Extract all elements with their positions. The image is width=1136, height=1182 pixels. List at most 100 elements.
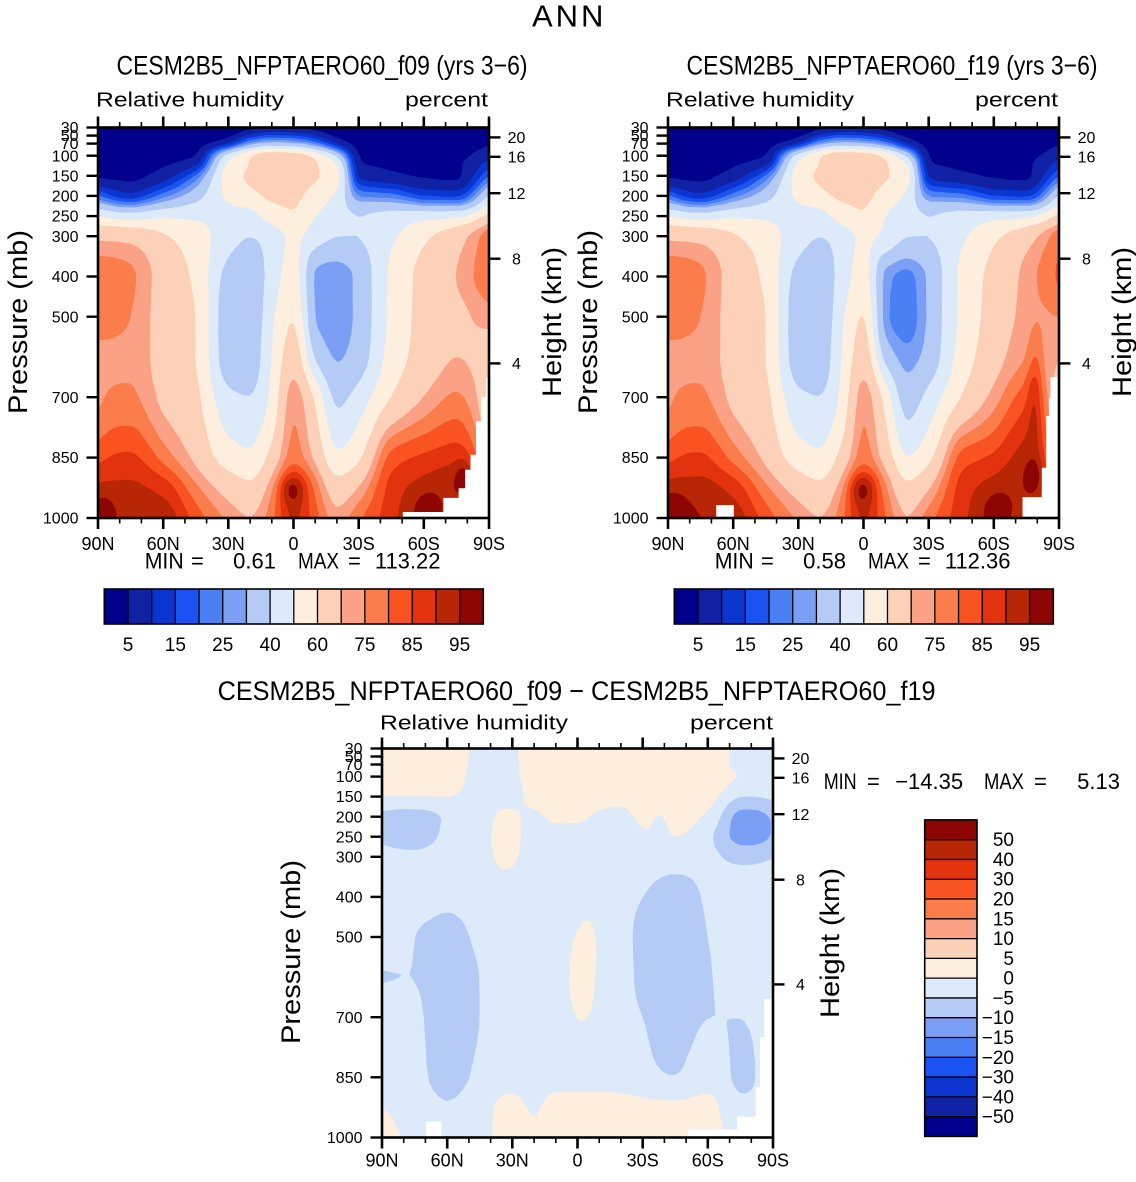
- svg-text:30: 30: [61, 120, 79, 137]
- svg-text:−10: −10: [982, 1008, 1014, 1029]
- svg-text:500: 500: [336, 930, 363, 947]
- svg-text:60: 60: [877, 635, 898, 656]
- svg-text:70: 70: [61, 136, 79, 153]
- svg-text:200: 200: [336, 809, 363, 826]
- svg-text:95: 95: [1019, 635, 1040, 656]
- svg-text:60S: 60S: [978, 534, 1010, 554]
- svg-text:90N: 90N: [365, 1151, 398, 1171]
- svg-text:15: 15: [993, 909, 1014, 930]
- svg-text:20: 20: [1078, 130, 1096, 147]
- svg-text:90S: 90S: [1043, 534, 1075, 554]
- svg-text:0: 0: [858, 534, 868, 554]
- svg-text:20: 20: [993, 890, 1014, 911]
- svg-text:30N: 30N: [212, 534, 245, 554]
- svg-text:60: 60: [307, 635, 328, 656]
- svg-text:30S: 30S: [627, 1151, 659, 1171]
- svg-text:8: 8: [512, 251, 521, 268]
- svg-text:150: 150: [52, 168, 79, 185]
- svg-text:5: 5: [693, 635, 704, 656]
- svg-text:40: 40: [993, 850, 1014, 871]
- svg-text:Relative humidity: Relative humidity: [96, 90, 284, 112]
- svg-text:0: 0: [572, 1151, 582, 1171]
- svg-text:250: 250: [336, 829, 363, 846]
- svg-text:95: 95: [449, 635, 470, 656]
- svg-text:−15: −15: [982, 1028, 1014, 1049]
- svg-text:percent: percent: [405, 90, 489, 112]
- svg-text:50: 50: [345, 749, 363, 766]
- svg-text:−14.35: −14.35: [895, 769, 963, 794]
- svg-text:MIN: MIN: [145, 549, 184, 574]
- svg-text:8: 8: [796, 872, 805, 889]
- svg-text:250: 250: [52, 209, 79, 226]
- svg-text:75: 75: [924, 635, 945, 656]
- svg-text:5.13: 5.13: [1077, 769, 1120, 794]
- svg-text:10: 10: [993, 929, 1014, 950]
- svg-text:5: 5: [123, 635, 134, 656]
- svg-text:30S: 30S: [343, 534, 375, 554]
- svg-text:400: 400: [336, 890, 363, 907]
- svg-text:4: 4: [796, 977, 805, 994]
- svg-text:12: 12: [508, 186, 526, 203]
- svg-text:0.61: 0.61: [233, 549, 276, 574]
- svg-text:85: 85: [972, 635, 993, 656]
- svg-text:30N: 30N: [782, 534, 815, 554]
- svg-text:50: 50: [631, 128, 649, 145]
- svg-text:−50: −50: [982, 1107, 1014, 1128]
- svg-text:CESM2B5_NFPTAERO60_f19 (yrs 3: CESM2B5_NFPTAERO60_f19 (yrs 3−6): [687, 51, 1098, 81]
- svg-text:=: =: [348, 549, 361, 574]
- svg-text:1000: 1000: [43, 511, 79, 528]
- svg-text:30: 30: [993, 870, 1014, 891]
- svg-text:30N: 30N: [496, 1151, 529, 1171]
- svg-text:40: 40: [260, 635, 281, 656]
- svg-text:12: 12: [1078, 186, 1096, 203]
- svg-text:50: 50: [993, 830, 1014, 851]
- svg-text:8: 8: [1082, 251, 1091, 268]
- svg-text:700: 700: [336, 1010, 363, 1027]
- svg-text:Height (km): Height (km): [1107, 247, 1136, 397]
- svg-text:200: 200: [622, 189, 649, 206]
- svg-text:500: 500: [52, 309, 79, 326]
- svg-text:90S: 90S: [757, 1151, 789, 1171]
- svg-text:0: 0: [288, 534, 298, 554]
- svg-text:16: 16: [508, 149, 526, 166]
- svg-text:Height (km): Height (km): [537, 247, 567, 397]
- svg-text:MAX: MAX: [298, 549, 339, 574]
- svg-text:100: 100: [336, 769, 363, 786]
- svg-text:500: 500: [622, 309, 649, 326]
- svg-text:300: 300: [52, 229, 79, 246]
- svg-text:75: 75: [354, 635, 375, 656]
- svg-text:850: 850: [52, 450, 79, 467]
- svg-text:=: =: [918, 549, 931, 574]
- svg-text:30: 30: [631, 120, 649, 137]
- svg-text:Height (km): Height (km): [815, 868, 845, 1018]
- svg-text:−5: −5: [992, 988, 1014, 1009]
- svg-text:40: 40: [830, 635, 851, 656]
- svg-text:60N: 60N: [717, 534, 750, 554]
- svg-text:4: 4: [512, 356, 521, 373]
- svg-text:MIN: MIN: [824, 769, 857, 794]
- svg-text:percent: percent: [975, 90, 1059, 112]
- svg-text:Pressure (mb): Pressure (mb): [276, 860, 306, 1044]
- svg-text:Relative humidity: Relative humidity: [380, 713, 568, 735]
- svg-text:150: 150: [622, 168, 649, 185]
- svg-text:16: 16: [1078, 149, 1096, 166]
- svg-text:100: 100: [52, 148, 79, 165]
- svg-text:112.36: 112.36: [945, 549, 1011, 574]
- svg-text:30S: 30S: [913, 534, 945, 554]
- svg-text:ANN: ANN: [532, 0, 606, 34]
- svg-text:15: 15: [735, 635, 756, 656]
- svg-text:60S: 60S: [692, 1151, 724, 1171]
- svg-text:60N: 60N: [431, 1151, 464, 1171]
- svg-text:20: 20: [792, 751, 810, 768]
- svg-text:=: =: [867, 769, 880, 794]
- svg-text:Relative humidity: Relative humidity: [666, 90, 854, 112]
- svg-text:60N: 60N: [147, 534, 180, 554]
- svg-text:700: 700: [622, 390, 649, 407]
- svg-text:CESM2B5_NFPTAERO60_f09 − CES: CESM2B5_NFPTAERO60_f09 − CESM2B5_NFPTAER…: [218, 676, 936, 706]
- svg-text:MAX: MAX: [868, 549, 909, 574]
- svg-text:1000: 1000: [327, 1130, 363, 1147]
- svg-text:60S: 60S: [408, 534, 440, 554]
- svg-text:25: 25: [782, 635, 803, 656]
- svg-text:CESM2B5_NFPTAERO60_f09 (yrs 3: CESM2B5_NFPTAERO60_f09 (yrs 3−6): [117, 51, 528, 81]
- svg-text:16: 16: [792, 770, 810, 787]
